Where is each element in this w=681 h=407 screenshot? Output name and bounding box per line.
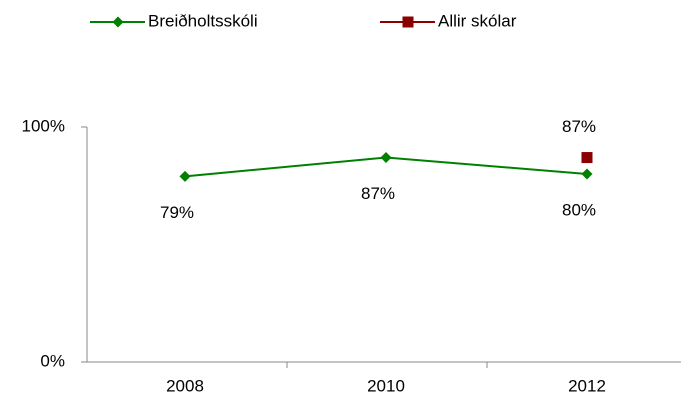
data-point (179, 170, 191, 182)
x-tick-label: 2012 (568, 376, 606, 395)
data-label: 87% (361, 184, 395, 203)
data-label: 80% (562, 200, 596, 219)
x-tick-label: 2008 (166, 376, 204, 395)
data-point (581, 168, 593, 180)
data-point (380, 152, 392, 164)
data-label: 79% (160, 203, 194, 222)
legend-label: Breiðholtsskóli (148, 11, 258, 30)
data-point (581, 152, 593, 164)
x-tick-label: 2010 (367, 376, 405, 395)
y-tick-label: 0% (40, 351, 65, 370)
legend-label: Allir skólar (438, 11, 517, 30)
data-label: 87% (562, 117, 596, 136)
y-tick-label: 100% (22, 116, 65, 135)
legend-marker (402, 16, 414, 28)
legend-marker (112, 16, 124, 28)
